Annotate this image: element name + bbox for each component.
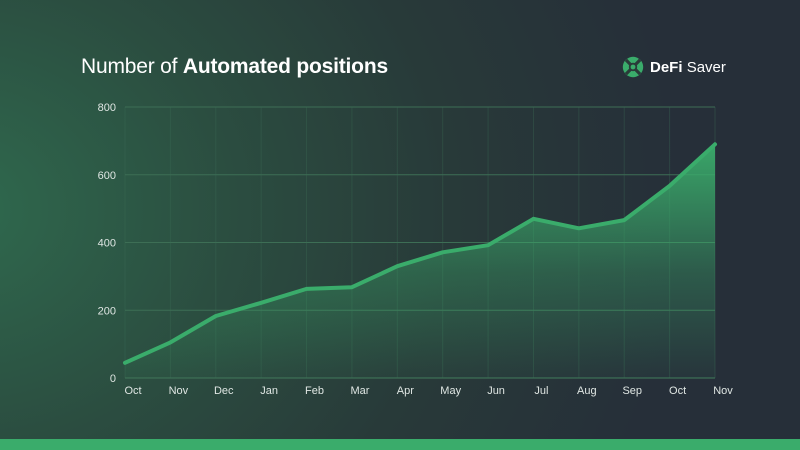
x-axis-labels: Oct Nov Dec Jan Feb Mar Apr May Jun Jul Aug Sep Oct N… xyxy=(124,385,733,397)
brand-name-bold: DeFi xyxy=(650,58,683,76)
chart-title-bold: Automated positions xyxy=(182,55,388,78)
x-tick-label-7: May xyxy=(440,385,461,397)
x-tick-label-11: Sep xyxy=(622,385,642,397)
y-tick-label-800: 800 xyxy=(98,102,116,114)
y-tick-label-200: 200 xyxy=(98,305,116,317)
x-tick-label-8: Jun xyxy=(487,385,505,397)
brand-name-light: Saver xyxy=(686,58,726,76)
line-layer xyxy=(123,142,717,365)
chart-title: Number of Automated positions xyxy=(81,55,388,79)
x-tick-label-10: Aug xyxy=(577,385,597,397)
x-tick-label-4: Feb xyxy=(305,385,324,397)
x-tick-label-6: Apr xyxy=(397,385,414,397)
x-tick-label-2: Dec xyxy=(214,385,234,397)
defi-saver-logo-icon xyxy=(622,56,644,78)
x-tick-label-5: Mar xyxy=(350,385,369,397)
x-tick-label-3: Jan xyxy=(260,385,278,397)
x-tick-label-13: Nov xyxy=(713,385,733,397)
x-tick-label-1: Nov xyxy=(169,385,189,397)
y-tick-label-400: 400 xyxy=(98,238,116,250)
y-tick-label-600: 600 xyxy=(98,170,116,182)
y-tick-label-0: 0 xyxy=(110,373,116,385)
y-axis-labels: 0 200 400 600 800 xyxy=(98,102,116,385)
x-tick-label-0: Oct xyxy=(124,385,141,397)
brand-logo: DeFi Saver xyxy=(622,56,726,78)
x-tick-label-12: Oct xyxy=(669,385,686,397)
series-line xyxy=(123,142,717,365)
bottom-accent-bar xyxy=(0,439,800,450)
brand-name: DeFi Saver xyxy=(650,59,726,76)
x-tick-label-9: Jul xyxy=(534,385,548,397)
chart-title-light: Number of xyxy=(81,55,178,78)
